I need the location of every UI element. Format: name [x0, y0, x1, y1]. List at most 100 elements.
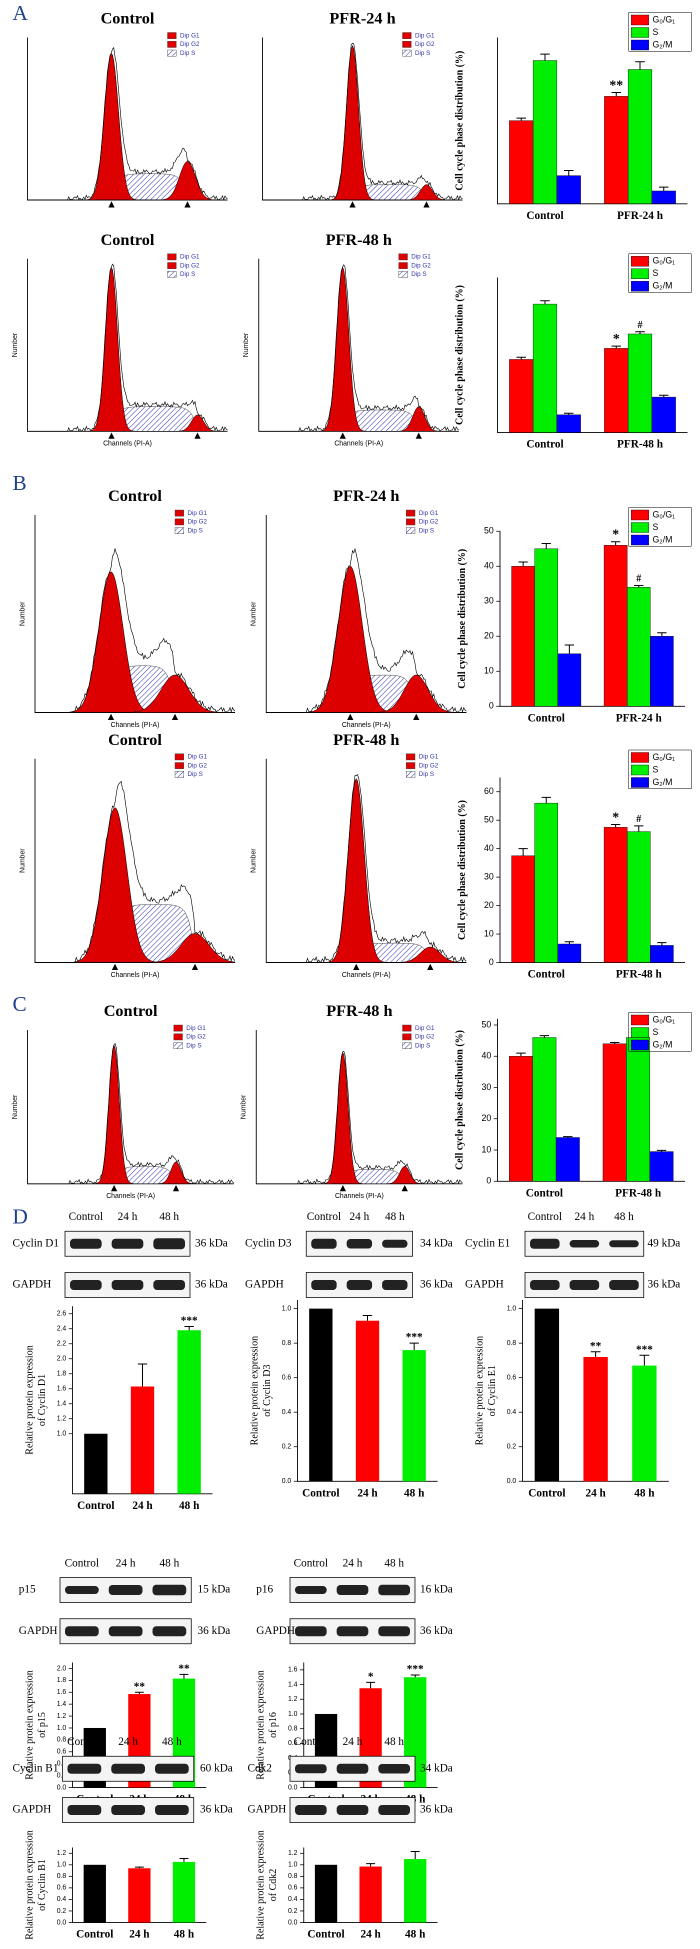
y-tick-label: 20 [484, 631, 494, 641]
histogram-title: Control [101, 10, 155, 28]
y-tick-label: 0.8 [282, 1340, 292, 1347]
significance: *** [407, 1664, 424, 1676]
y-tick-label: 0.6 [507, 1374, 517, 1381]
blot-band [311, 1280, 337, 1290]
x-tick-label: PFR-24 h [616, 712, 663, 724]
histogram-outline [258, 264, 459, 432]
error-bar [134, 1691, 144, 1695]
bar [583, 1356, 608, 1482]
y-tick-label: 0.4 [57, 1761, 67, 1768]
y-axis-label: of Cyclin D3 [262, 1365, 273, 1417]
error-bar [659, 394, 669, 398]
y-axis-label: Cell cycle phase distribution (%) [457, 800, 468, 940]
legend-swatch [406, 518, 416, 526]
bar [404, 1859, 427, 1923]
y-tick-label: 1.6 [57, 1689, 67, 1696]
legend-swatch [174, 527, 184, 534]
significance: # [636, 574, 641, 585]
lane-label: 24 h [118, 1736, 138, 1748]
legend-text: Dip G2 [415, 1034, 435, 1041]
blot-kda: 36 kDa [648, 1279, 681, 1291]
bar [651, 396, 676, 433]
legend-box [628, 12, 692, 52]
legend-text: Dip G1 [188, 510, 208, 517]
panel-label: C [13, 992, 27, 1016]
legend-swatch [174, 509, 184, 517]
lane-label: 24 h [343, 1736, 363, 1748]
peak-marker [401, 1185, 408, 1192]
error-bar [657, 632, 667, 637]
y-axis-label: Cell cycle phase distribution (%) [454, 285, 465, 425]
error-bar [540, 300, 550, 305]
blot-name: GAPDH [19, 1625, 58, 1637]
y-tick-label: 2.4 [57, 1326, 67, 1333]
legend-text: Dip G1 [419, 754, 439, 761]
blot-band [382, 1239, 408, 1248]
bar [130, 1386, 155, 1494]
y-tick-label: 0.4 [288, 1896, 298, 1903]
blot-band [155, 1763, 189, 1774]
lane-label: Control [294, 1736, 328, 1748]
y-tick-label: 0.2 [282, 1444, 292, 1451]
x-tick-label: Control [528, 712, 565, 724]
blot-band [530, 1238, 560, 1249]
legend-swatch [631, 522, 649, 533]
y-tick-label: 1.0 [57, 1431, 67, 1438]
legend-text: Dip S [415, 50, 430, 57]
error-bar [659, 186, 669, 191]
y-axis-label: Relative protein expression [24, 1670, 35, 1779]
legend-text: Dip G2 [419, 762, 439, 769]
legend-box [628, 507, 692, 547]
significance: # [638, 320, 643, 331]
bar [556, 175, 581, 204]
histogram-x-label: Channels (PI-A) [342, 722, 391, 729]
y-tick-label: 10 [484, 928, 494, 938]
y-tick-label: 1.2 [288, 1696, 298, 1703]
blot-band [108, 1626, 143, 1637]
y-tick-label: 1.2 [57, 1850, 67, 1857]
y-tick-label: 0.6 [57, 1885, 67, 1892]
y-axis-label: of Cdk2 [268, 1869, 279, 1902]
legend-swatch [167, 32, 177, 39]
g1-peak [266, 565, 467, 713]
significance: ** [134, 1681, 146, 1693]
legend-text: Dip G2 [180, 262, 200, 269]
histogram-outline [262, 42, 463, 201]
y-tick-label: 40 [482, 1051, 492, 1061]
bar [172, 1861, 196, 1923]
peak-marker [111, 963, 119, 970]
y-axis-label: Cell cycle phase distribution (%) [457, 549, 468, 689]
histogram-title: PFR-48 h [333, 731, 399, 749]
legend-swatch [402, 41, 412, 48]
y-tick-label: 0.0 [57, 1919, 67, 1926]
blot-band [153, 1238, 185, 1250]
y-axis-label: Relative protein expression [256, 1830, 267, 1939]
blot-band [378, 1805, 410, 1815]
y-axis-label: of Cyclin B1 [37, 1859, 48, 1911]
legend-swatch [631, 764, 649, 776]
y-axis-label: of Cyclin E1 [487, 1365, 498, 1416]
peak-marker [339, 432, 346, 439]
legend-swatch [167, 253, 177, 261]
blot-name: p16 [256, 1584, 273, 1596]
histogram-x-label: Channels (PI-A) [111, 722, 160, 729]
y-tick-label: 50 [484, 815, 494, 825]
y-tick-label: 60 [484, 786, 494, 796]
histogram-y-label: Number [12, 332, 19, 357]
legend-swatch [631, 268, 649, 279]
y-tick-label: 40 [484, 561, 494, 571]
y-tick-label: 30 [484, 871, 494, 881]
blot-band [67, 1805, 102, 1815]
blot-name: Cyclin D3 [245, 1237, 292, 1249]
error-bar [539, 1035, 550, 1038]
y-tick-label: 1.4 [57, 1401, 67, 1408]
bar [649, 1151, 674, 1182]
y-tick-label: 2.6 [57, 1311, 67, 1318]
error-bar [590, 1351, 601, 1357]
y-tick-label: 50 [482, 1019, 492, 1029]
error-bar [635, 61, 645, 70]
blot-kda: 49 kDa [648, 1237, 681, 1249]
y-tick-label: 1.2 [57, 1416, 67, 1423]
histogram-title: Control [101, 231, 155, 249]
y-tick-label: 0 [486, 1176, 491, 1186]
